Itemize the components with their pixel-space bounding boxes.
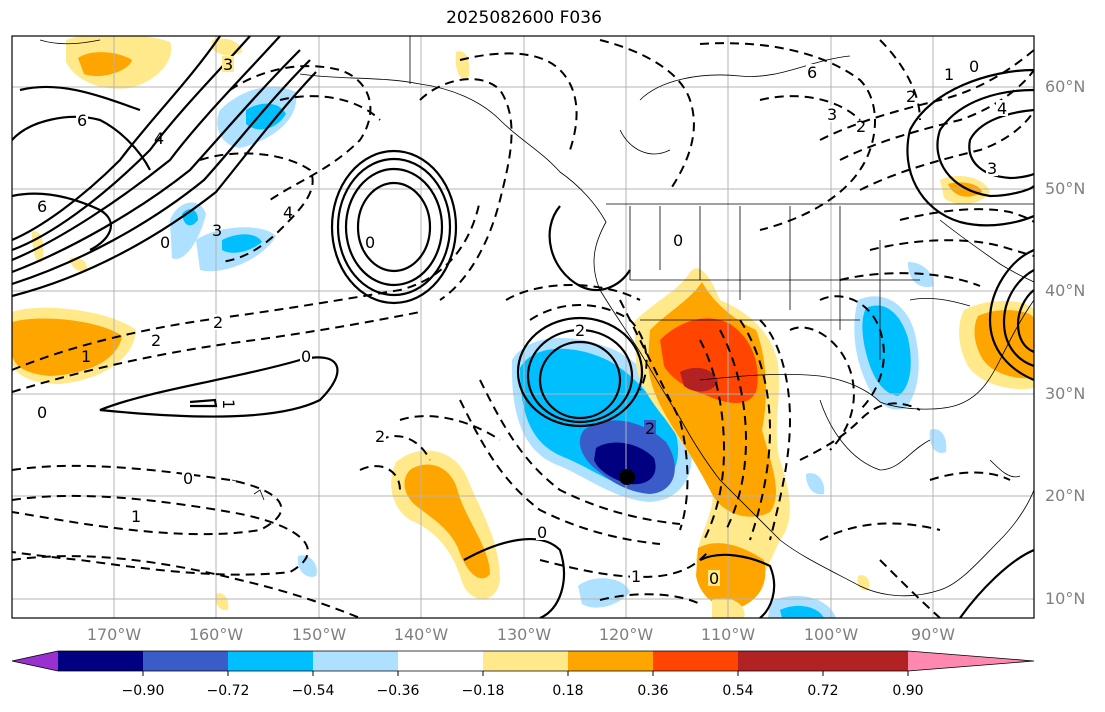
- longitude-label: 170°W: [86, 625, 142, 644]
- longitude-label: 100°W: [803, 625, 859, 644]
- colorbar-tick-label: 0.72: [807, 683, 839, 699]
- contour-label: 1: [944, 65, 954, 84]
- contour-label: 0: [183, 469, 193, 488]
- contour-label: 1: [81, 347, 91, 366]
- longitude-label: 160°W: [188, 625, 244, 644]
- contour-label: 0: [537, 523, 547, 542]
- colorbar-segment: [823, 651, 908, 671]
- colorbar-extend-low: [12, 651, 58, 671]
- latitude-label: 10°N: [1045, 589, 1086, 608]
- contour-labels: 3 6 4 6 0 4 3 0 2 2 1 0 0 1 0 1: [36, 55, 1008, 588]
- contour-label: 0: [709, 569, 719, 588]
- latitude-label: 30°N: [1045, 384, 1086, 403]
- map-title: 2025082600 F036: [446, 8, 602, 28]
- colorbar-segment: [143, 651, 228, 671]
- contour-label: 6: [807, 63, 817, 82]
- contour-label: 1: [219, 399, 238, 409]
- longitude-label: 90°W: [910, 625, 956, 644]
- colorbar-segment: [398, 651, 483, 671]
- colorbar-segment: [58, 651, 143, 671]
- longitude-label: 110°W: [700, 625, 756, 644]
- longitude-label: 140°W: [393, 625, 449, 644]
- contour-label: 3: [987, 159, 997, 178]
- map-content: 3 6 4 6 0 4 3 0 2 2 1 0 0 1 0 1: [12, 36, 1034, 618]
- contour-label: 0: [160, 233, 170, 252]
- colorbar-tick-label: −0.36: [376, 683, 420, 699]
- contour-label: 3: [827, 105, 837, 124]
- contour-label: 2: [375, 427, 385, 446]
- contour-label: 0: [969, 57, 979, 76]
- contour-label: 1: [131, 507, 141, 526]
- latitude-label: 20°N: [1045, 486, 1086, 505]
- storm-center-marker: [619, 469, 635, 485]
- colorbar-tick-label: −0.90: [121, 683, 165, 699]
- contour-label: 6: [37, 197, 47, 216]
- colorbar-tick-label: 0.18: [552, 683, 584, 699]
- contour-label: 0: [301, 347, 311, 366]
- contour-label: 0: [673, 231, 683, 250]
- colorbar-segment: [313, 651, 398, 671]
- latitude-label: 50°N: [1045, 179, 1086, 198]
- contour-label: 4: [997, 99, 1007, 118]
- contour-label: 2: [856, 117, 866, 136]
- longitude-label: 150°W: [291, 625, 347, 644]
- contour-label: 2: [213, 313, 223, 332]
- colorbar-tick-label: 0.36: [637, 683, 669, 699]
- contour-label: 0: [365, 233, 375, 252]
- colorbar-segment: [653, 651, 738, 671]
- contour-label: 3: [212, 221, 222, 240]
- colorbar-segment: [568, 651, 653, 671]
- colorbar-segment: [483, 651, 568, 671]
- colorbar-tick-label: 0.54: [722, 683, 754, 699]
- colorbar: [11, 650, 1035, 676]
- colorbar-segment: [738, 651, 823, 671]
- contour-label: 2: [645, 419, 655, 438]
- contour-label: 0: [37, 403, 47, 422]
- colorbar-segment: [228, 651, 313, 671]
- contour-label: 2: [575, 321, 585, 340]
- contour-label: 4: [154, 129, 164, 148]
- longitude-label: 120°W: [598, 625, 654, 644]
- colorbar-extend-high: [908, 651, 1034, 671]
- longitude-label: 130°W: [496, 625, 552, 644]
- negative-contours: [12, 39, 1034, 618]
- latitude-label: 40°N: [1045, 281, 1086, 300]
- contour-label: 3: [223, 55, 233, 74]
- colorbar-tick-label: −0.18: [461, 683, 505, 699]
- colorbar-tick-label: −0.54: [291, 683, 335, 699]
- map-frame: [11, 35, 1035, 619]
- contour-label: 2: [151, 331, 161, 350]
- contour-label: 1: [631, 567, 641, 586]
- contour-label: 2: [906, 87, 916, 106]
- contour-label: 4: [283, 203, 293, 222]
- contour-label: 6: [77, 111, 87, 130]
- colorbar-tick-label: −0.72: [206, 683, 250, 699]
- latitude-label: 60°N: [1045, 77, 1086, 96]
- colorbar-tick-label: 0.90: [892, 683, 924, 699]
